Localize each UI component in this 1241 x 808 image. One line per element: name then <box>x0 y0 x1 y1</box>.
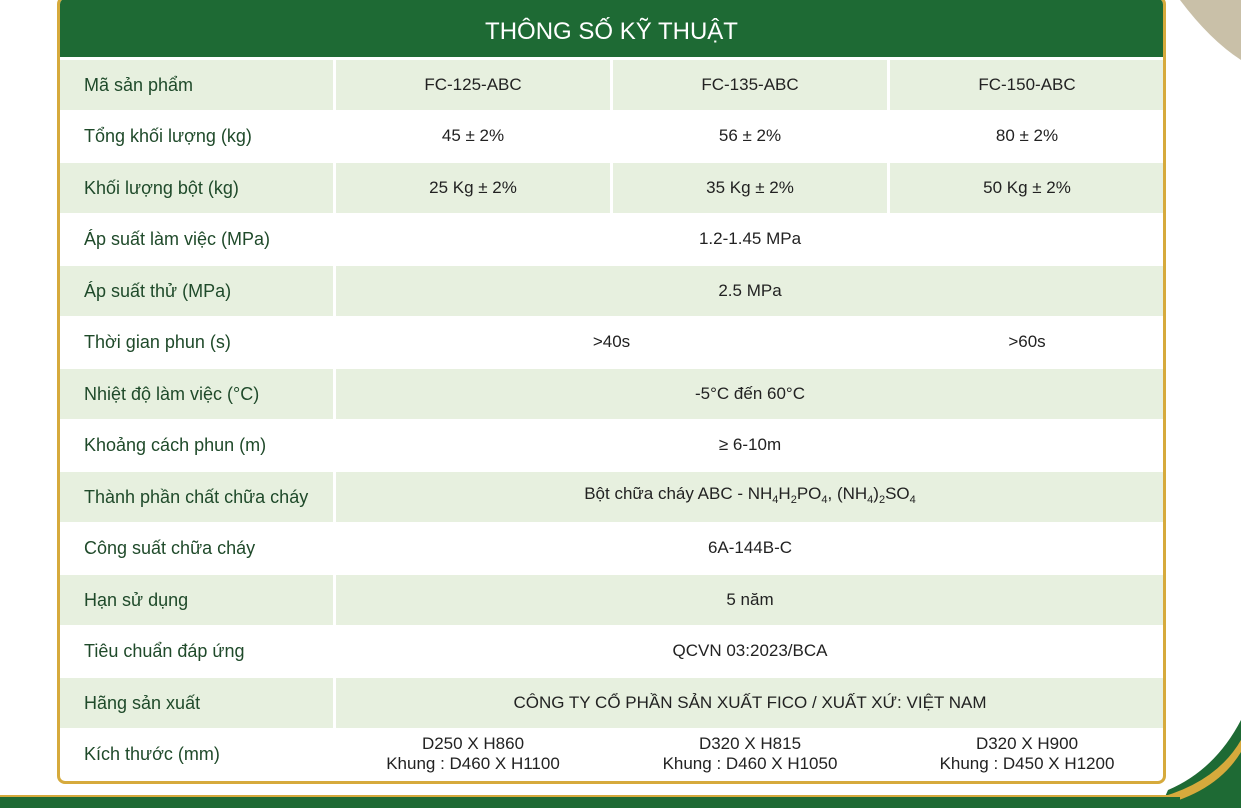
cell-text: QCVN 03:2023/BCA <box>672 641 828 661</box>
row-label: Nhiệt độ làm việc (°C) <box>60 369 333 419</box>
text-segment: 2 <box>878 493 886 506</box>
value-cell: ≥ 6-10m <box>336 421 1163 471</box>
value-cell: >40s <box>336 318 887 368</box>
text-segment: SO <box>885 483 910 503</box>
corner-swoosh <box>1180 0 1241 60</box>
text-segment: 2 <box>790 493 797 506</box>
value-cell: 5 năm <box>336 575 1163 625</box>
text-segment: PO <box>796 483 822 503</box>
row-label: Mã sản phẩm <box>60 60 333 110</box>
value-cell: D250 X H860 Khung : D460 X H1100 <box>336 730 610 780</box>
value-cell: 2.5 MPa <box>336 266 1163 316</box>
cell-line: Khung : D450 X H1200 <box>939 754 1115 774</box>
cell-text: CÔNG TY CỔ PHẦN SẢN XUẤT FICO / XUẤT XỨ:… <box>513 692 987 712</box>
cell-line: Khung : D460 X H1100 <box>386 754 560 774</box>
value-cell: 80 ± 2% <box>890 112 1163 162</box>
cell-text: >60s <box>1008 332 1046 352</box>
cell-text: ≥ 6-10m <box>718 435 782 455</box>
text-segment: Bột chữa cháy ABC - NH <box>584 483 773 503</box>
cell-text: 50 Kg ± 2% <box>983 177 1071 197</box>
text-segment: 4 <box>821 493 828 506</box>
value-cell: D320 X H815 Khung : D460 X H1050 <box>613 730 887 780</box>
cell-line: Khung : D460 X H1050 <box>662 754 838 774</box>
row-label: Hạn sử dụng <box>60 575 333 625</box>
cell-text: 1.2-1.45 MPa <box>698 229 802 249</box>
cell-line: D320 X H900 <box>975 734 1079 754</box>
value-cell: 1.2-1.45 MPa <box>336 215 1163 265</box>
value-cell: 45 ± 2% <box>336 112 610 162</box>
value-cell: 50 Kg ± 2% <box>890 163 1163 213</box>
row-label: Thành phần chất chữa cháy <box>60 472 333 522</box>
cell-text: 35 Kg ± 2% <box>706 177 794 197</box>
text-segment: 4 <box>909 493 916 506</box>
table-title: THÔNG SỐ KỸ THUẬT <box>60 0 1163 57</box>
row-label: Tổng khối lượng (kg) <box>84 126 252 147</box>
value-cell: -5°C đến 60°C <box>336 369 1163 419</box>
row-label: Kích thước (mm) <box>84 744 220 765</box>
corner-swoosh <box>1160 720 1241 808</box>
value-cell: FC-135-ABC <box>613 60 887 110</box>
footer-bar <box>0 797 1180 808</box>
cell-text: 56 ± 2% <box>718 126 782 146</box>
row-label: Áp suất thử (MPa) <box>60 266 333 316</box>
cell-text: -5°C đến 60°C <box>695 383 805 403</box>
value-cell: >60s <box>890 318 1163 368</box>
text-segment: 4 <box>772 493 779 506</box>
cell-text: 5 năm <box>726 589 774 609</box>
cell-text: FC-125-ABC <box>424 74 522 94</box>
value-cell: 25 Kg ± 2% <box>336 163 610 213</box>
cell-text: 2.5 MPa <box>718 280 782 300</box>
value-cell: QCVN 03:2023/BCA <box>336 627 1163 677</box>
cell-text: >40s <box>592 332 631 352</box>
cell-text: Bột chữa cháy ABC - NH4H2PO4, (NH4)2SO4 <box>584 484 916 510</box>
text-segment: ) <box>873 483 879 503</box>
row-label: Khối lượng bột (kg) <box>60 163 333 213</box>
cell-text: 80 ± 2% <box>995 126 1059 146</box>
spec-table: THÔNG SỐ KỸ THUẬT Mã sản phẩm FC-125-ABC F… <box>57 0 1166 784</box>
text-segment: H <box>778 483 791 503</box>
value-cell: 56 ± 2% <box>613 112 887 162</box>
row-label: Thời gian phun (s) <box>84 332 231 353</box>
cell-text: 45 ± 2% <box>441 126 505 146</box>
value-cell: 35 Kg ± 2% <box>613 163 887 213</box>
value-cell: FC-125-ABC <box>336 60 610 110</box>
row-label: Tiêu chuẩn đáp ứng <box>84 641 245 662</box>
row-label: Khoảng cách phun (m) <box>84 435 267 456</box>
value-cell: Bột chữa cháy ABC - NH4H2PO4, (NH4)2SO4 <box>336 472 1163 522</box>
cell-line: D250 X H860 <box>421 734 525 754</box>
cell-text: 6A-144B-C <box>707 538 793 558</box>
text-segment: , (NH <box>827 483 868 503</box>
cell-text: FC-135-ABC <box>701 74 799 94</box>
row-label: Hãng sản xuất <box>60 678 333 728</box>
cell-text: FC-150-ABC <box>978 74 1076 94</box>
value-cell: FC-150-ABC <box>890 60 1163 110</box>
row-label: Áp suất làm việc (MPa) <box>84 229 271 250</box>
cell-text: 25 Kg ± 2% <box>429 177 517 197</box>
value-cell: D320 X H900 Khung : D450 X H1200 <box>890 730 1163 780</box>
value-cell: CÔNG TY CỔ PHẦN SẢN XUẤT FICO / XUẤT XỨ:… <box>336 678 1163 728</box>
value-cell: 6A-144B-C <box>336 524 1163 574</box>
footer-stripe <box>0 795 1180 797</box>
row-label: Công suất chữa cháy <box>84 538 256 559</box>
text-segment: 4 <box>867 493 874 506</box>
cell-line: D320 X H815 <box>698 734 802 754</box>
